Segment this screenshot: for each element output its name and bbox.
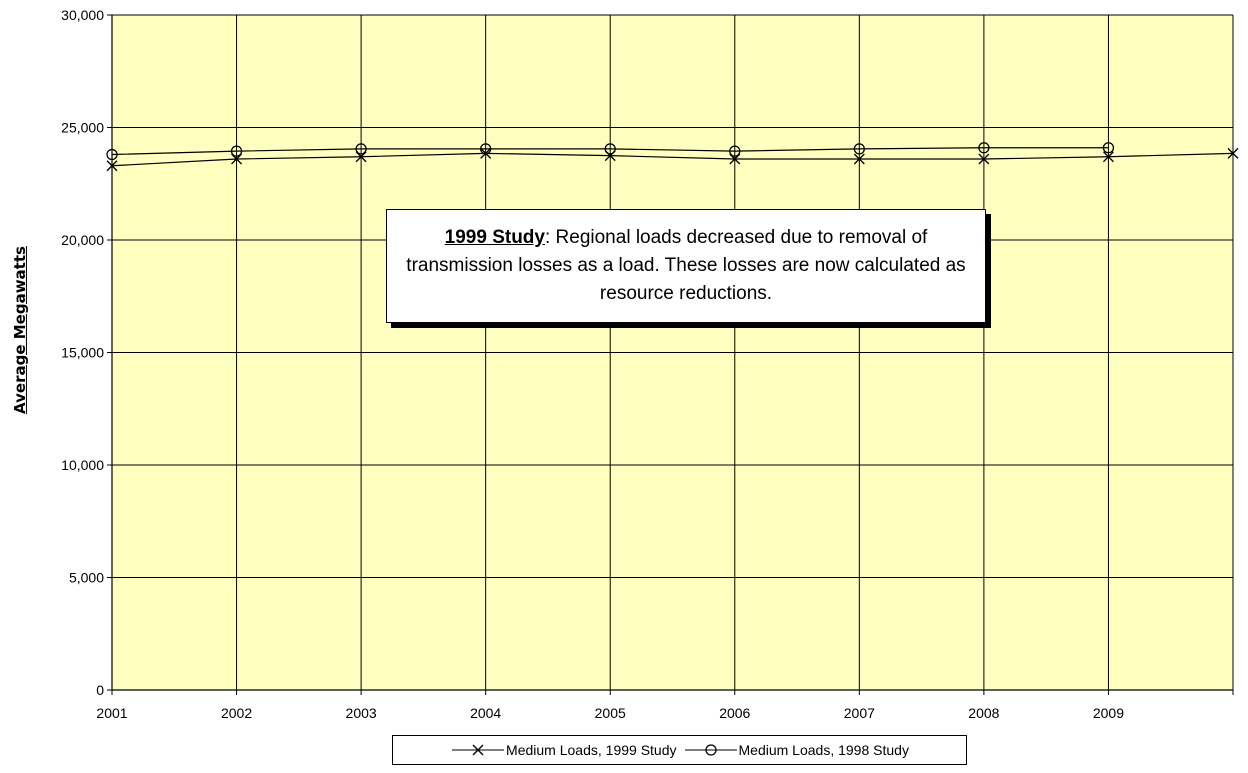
y-tick-label: 10,000 — [61, 457, 104, 473]
annotation-body: : Regional loads decreased due to remova… — [406, 227, 966, 304]
legend-label-1999: Medium Loads, 1999 Study — [506, 742, 677, 758]
x-marker-stroke — [106, 160, 118, 172]
data-point-x-marker — [1227, 147, 1239, 159]
data-point-circle-marker — [480, 143, 492, 155]
y-tick-label: 0 — [96, 682, 104, 698]
x-tick-label: 2006 — [719, 705, 750, 721]
y-tick-label: 20,000 — [61, 232, 104, 248]
legend-label-1998: Medium Loads, 1998 Study — [738, 742, 909, 758]
data-point-x-marker — [1102, 151, 1114, 163]
y-tick-label: 5,000 — [69, 570, 104, 586]
data-point-x-marker — [853, 153, 865, 165]
annotation-title: 1999 Study — [444, 227, 545, 248]
legend-key-x-marker-icon — [452, 744, 505, 756]
x-tick-label: 2007 — [844, 705, 875, 721]
legend-key-circle-marker-icon — [684, 744, 737, 756]
data-point-x-marker — [106, 160, 118, 172]
x-tick-label: 2008 — [968, 705, 999, 721]
y-axis-label-box: Average Megawatts — [6, 100, 34, 560]
x-tick-label: 2009 — [1093, 705, 1124, 721]
y-tick-label: 30,000 — [61, 7, 104, 23]
series-line-1 — [111, 147, 1109, 156]
data-point-circle-marker — [230, 145, 243, 157]
data-point-circle-marker — [355, 143, 367, 155]
data-point-circle-marker — [604, 143, 616, 155]
x-marker-stroke — [1227, 147, 1239, 159]
data-point-circle-marker — [729, 145, 741, 157]
annotation-box: 1999 Study: Regional loads decreased due… — [386, 209, 986, 323]
x-marker-stroke — [1102, 151, 1114, 163]
data-point-circle-marker — [106, 148, 118, 161]
x-tick-label: 2002 — [221, 705, 252, 721]
y-tick-label: 15,000 — [61, 345, 104, 361]
data-point-x-marker — [978, 153, 990, 165]
data-point-circle-marker — [853, 143, 865, 155]
series-line-0 — [111, 152, 1234, 167]
annotation-text: 1999 Study: Regional loads decreased due… — [405, 224, 967, 308]
x-tick-label: 2001 — [96, 705, 127, 721]
x-tick-label: 2003 — [346, 705, 377, 721]
x-tick-label: 2005 — [595, 705, 626, 721]
x-marker-stroke — [853, 153, 865, 165]
x-tick-label: 2004 — [470, 705, 501, 721]
legend: Medium Loads, 1999 Study Medium Loads, 1… — [392, 735, 967, 765]
y-axis-label: Average Megawatts — [11, 246, 30, 414]
legend-entry-1999: Medium Loads, 1999 Study — [450, 740, 677, 760]
data-point-circle-marker — [1102, 142, 1115, 154]
x-marker-stroke — [978, 153, 990, 165]
data-point-circle-marker — [978, 142, 990, 154]
y-tick-label: 25,000 — [61, 120, 104, 136]
legend-entry-1998: Medium Loads, 1998 Study — [683, 740, 909, 760]
